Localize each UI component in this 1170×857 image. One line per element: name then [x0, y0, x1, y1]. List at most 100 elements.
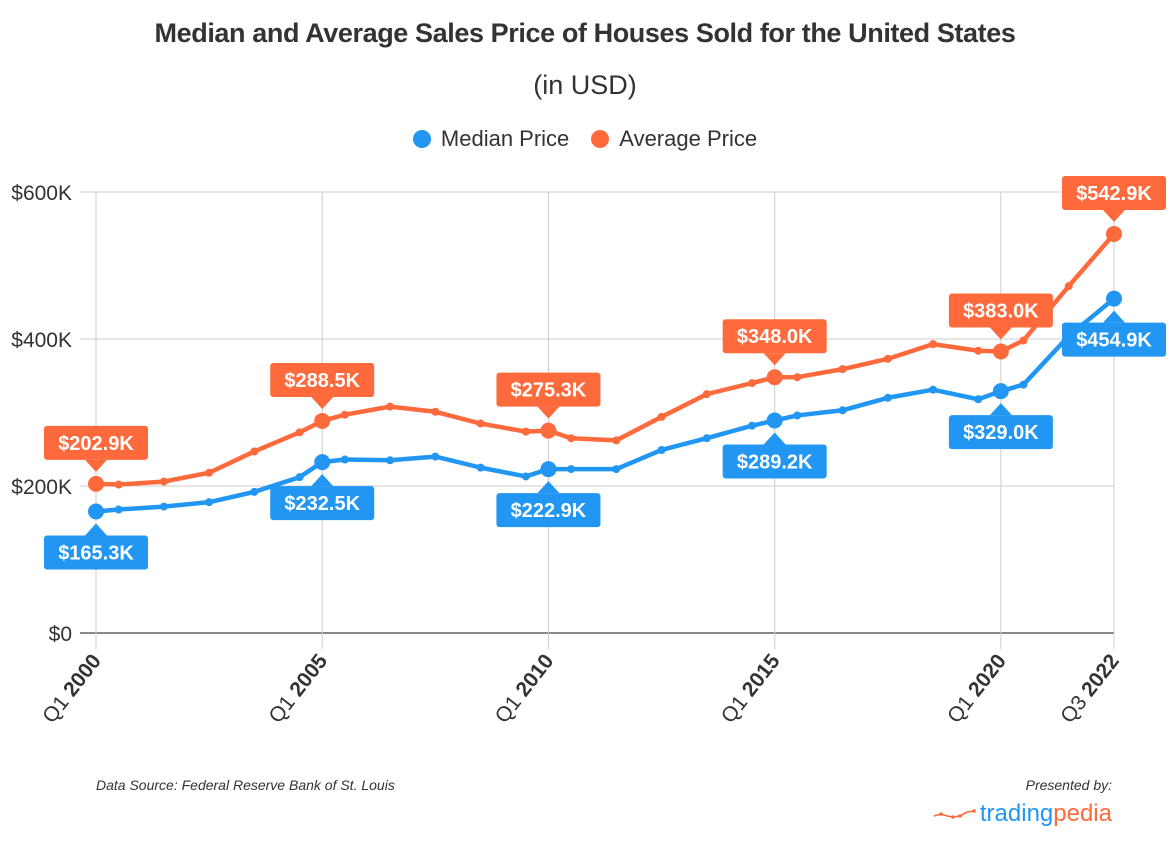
data-point[interactable]: [929, 340, 938, 349]
data-point[interactable]: [159, 477, 168, 486]
data-point[interactable]: [295, 473, 304, 482]
data-label-pointer: [989, 403, 1012, 416]
data-point[interactable]: [838, 406, 847, 415]
data-point[interactable]: [386, 456, 395, 465]
data-point[interactable]: [386, 402, 395, 411]
data-point[interactable]: [295, 428, 304, 437]
data-point[interactable]: [838, 365, 847, 374]
data-label-box: [496, 372, 601, 407]
data-label: $202.9K: [44, 425, 148, 472]
data-point[interactable]: [88, 475, 104, 492]
data-point[interactable]: [159, 502, 168, 511]
data-point[interactable]: [883, 354, 892, 363]
chart-title: Median and Average Sales Price of Houses…: [154, 18, 1016, 48]
data-label: $165.3K: [44, 523, 148, 570]
data-label-pointer: [85, 459, 107, 472]
data-point[interactable]: [1106, 225, 1122, 242]
data-point[interactable]: [540, 461, 557, 478]
legend-item-average[interactable]: Average Price: [591, 126, 757, 152]
brand-text-trading: trading: [979, 800, 1054, 827]
data-point[interactable]: [793, 411, 802, 420]
data-point[interactable]: [974, 346, 983, 355]
data-label-pointer: [989, 327, 1012, 340]
data-point[interactable]: [521, 427, 530, 436]
data-label-text: $329.0K: [963, 422, 1039, 444]
data-point[interactable]: [314, 454, 331, 471]
data-label-box: [270, 362, 375, 397]
data-point[interactable]: [657, 445, 666, 454]
x-tick-year: 2022: [1077, 650, 1124, 701]
data-point[interactable]: [748, 421, 757, 430]
data-point[interactable]: [88, 503, 104, 520]
data-label-text: $454.9K: [1076, 330, 1152, 352]
data-label: $348.0K: [722, 319, 827, 366]
data-label-pointer: [311, 396, 334, 409]
data-point[interactable]: [748, 379, 757, 388]
y-tick-label: $400K: [11, 329, 72, 352]
data-point[interactable]: [476, 463, 485, 472]
data-point[interactable]: [1019, 380, 1028, 389]
legend-item-median[interactable]: Median Price: [412, 126, 569, 152]
data-label-pointer: [1103, 310, 1125, 323]
data-point[interactable]: [205, 468, 214, 477]
data-point[interactable]: [540, 422, 557, 439]
data-point[interactable]: [1064, 282, 1073, 291]
data-point[interactable]: [883, 393, 892, 402]
data-point[interactable]: [766, 412, 783, 429]
data-point[interactable]: [340, 455, 349, 464]
data-point[interactable]: [657, 412, 666, 421]
data-source-note: Data Source: Federal Reserve Bank of St.…: [96, 777, 395, 793]
data-label: $329.0K: [948, 403, 1053, 450]
data-point[interactable]: [766, 369, 783, 386]
data-label: $232.5K: [270, 474, 375, 521]
data-point[interactable]: [1019, 336, 1028, 345]
data-point[interactable]: [476, 419, 485, 428]
data-label-box: [948, 293, 1053, 328]
data-label-pointer: [763, 432, 786, 445]
data-label: $542.9K: [1062, 175, 1166, 222]
data-label: $454.9K: [1062, 310, 1166, 357]
legend-marker-median: [412, 130, 431, 148]
data-point[interactable]: [314, 412, 331, 429]
data-point[interactable]: [205, 498, 214, 507]
series-line-average: [93, 231, 1117, 487]
data-point[interactable]: [114, 480, 123, 489]
data-point[interactable]: [612, 436, 621, 445]
data-label-pointer: [537, 406, 560, 419]
data-point[interactable]: [114, 505, 123, 514]
chart-subtitle: (in USD): [533, 70, 637, 100]
data-point[interactable]: [992, 343, 1009, 360]
data-point[interactable]: [431, 452, 440, 461]
data-point[interactable]: [431, 407, 440, 416]
data-label-pointer: [537, 481, 560, 494]
data-point[interactable]: [793, 373, 802, 382]
data-label: $288.5K: [270, 362, 375, 409]
data-point[interactable]: [521, 472, 530, 481]
brand-text-pedia: pedia: [1053, 800, 1112, 827]
data-label: $275.3K: [496, 372, 601, 419]
data-point[interactable]: [1106, 290, 1122, 307]
data-label-box: [270, 486, 375, 521]
data-label: $383.0K: [948, 293, 1053, 340]
data-point[interactable]: [702, 390, 711, 399]
x-tick-year: 2015: [738, 650, 785, 701]
data-point[interactable]: [929, 385, 938, 394]
data-point[interactable]: [992, 383, 1009, 400]
data-point[interactable]: [974, 395, 983, 404]
data-point[interactable]: [340, 410, 349, 419]
data-point[interactable]: [567, 434, 576, 443]
data-label-pointer: [311, 474, 334, 487]
data-label-box: [1062, 175, 1166, 210]
x-tick-label: Q1 2005: [264, 650, 332, 728]
x-tick-year: 2010: [511, 650, 558, 701]
data-point[interactable]: [250, 447, 259, 456]
data-label-text: $289.2K: [737, 451, 813, 473]
data-point[interactable]: [567, 465, 576, 474]
data-label-text: $542.9K: [1076, 183, 1152, 205]
brand-logo[interactable]: tradingpedia: [932, 800, 1112, 828]
legend-label-average: Average Price: [619, 126, 758, 151]
data-point[interactable]: [250, 487, 259, 496]
data-point[interactable]: [612, 465, 621, 474]
data-point[interactable]: [702, 434, 711, 443]
